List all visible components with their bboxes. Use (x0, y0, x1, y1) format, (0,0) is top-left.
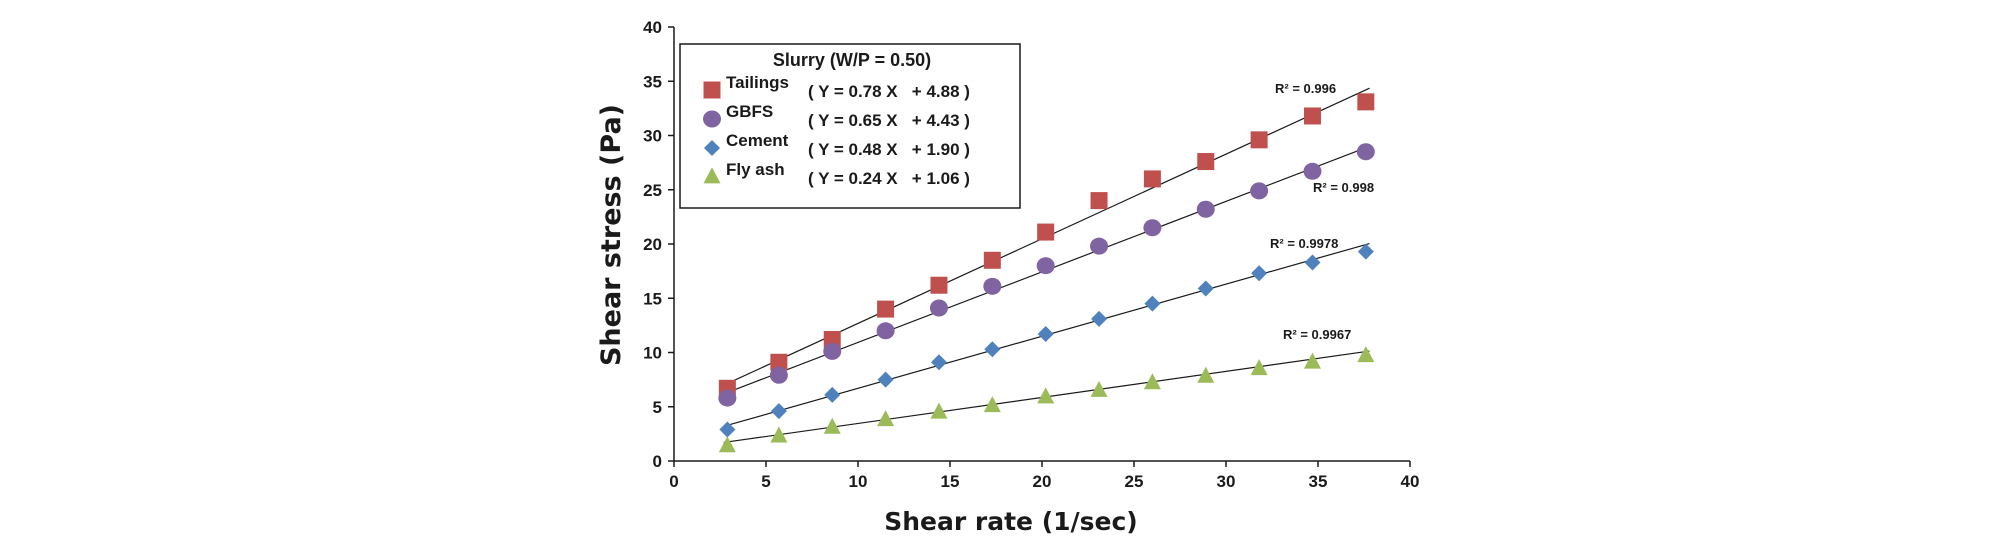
tailings-point (823, 330, 841, 348)
x-tick-label: 5 (761, 472, 770, 491)
cement-r2-label: R² = 0.9978 (1270, 236, 1338, 251)
tailings-point (1357, 93, 1375, 111)
x-axis-title: Shear rate (1/sec) (884, 507, 1138, 536)
axes: 0 5 10 15 20 25 30 35 40 0 5 10 15 20 25 30 35 40 (643, 18, 1419, 491)
tailings-legend-marker (703, 81, 721, 99)
cement-legend-equation: ( Y = 0.48 X + 1.90 ) (808, 140, 970, 159)
tailings-point (930, 276, 948, 294)
gbfs-point (929, 299, 948, 317)
fly-ash-point (930, 402, 948, 419)
fly-ash-point (1250, 359, 1268, 376)
fly-ash-point (718, 436, 736, 453)
tailings-r2-label: R² = 0.996 (1275, 81, 1336, 96)
tailings-point (1090, 192, 1108, 210)
fly-ash-point (1197, 366, 1215, 383)
fly-ash-point (1357, 346, 1375, 363)
tailings-point (770, 353, 788, 371)
legend: Slurry (W/P = 0.50) Tailings ( Y = 0.78 X… (679, 43, 1021, 209)
fly-ash-point (983, 396, 1001, 413)
cement-point (1357, 243, 1374, 260)
x-tick-label: 10 (849, 472, 868, 491)
tailings-point (1250, 131, 1268, 149)
cement-point (1304, 254, 1321, 271)
cement-legend-marker (704, 140, 720, 156)
fly-ash-point (1143, 373, 1161, 390)
gbfs-point (1250, 182, 1269, 200)
gbfs-legend-equation: ( Y = 0.65 X + 4.43 ) (808, 111, 970, 130)
gbfs-point (1036, 257, 1055, 275)
x-tick-label: 0 (669, 472, 678, 491)
y-tick-label: 40 (643, 18, 662, 37)
tailings-legend-equation: ( Y = 0.78 X + 4.88 ) (808, 82, 970, 101)
fly-ash-point (877, 410, 895, 427)
y-tick-label: 0 (653, 452, 662, 471)
y-tick-label: 25 (643, 181, 662, 200)
cement-point (930, 354, 947, 371)
x-tick-label: 40 (1401, 472, 1420, 491)
gbfs-point (823, 342, 842, 360)
gbfs-point (1303, 162, 1322, 180)
cement-point (1037, 326, 1054, 343)
tailings-point (1303, 107, 1321, 125)
gbfs-point (1090, 237, 1109, 255)
cement-point (1144, 295, 1161, 312)
fly-ash-r2-label: R² = 0.9967 (1283, 327, 1351, 342)
legend-title: Slurry (W/P = 0.50) (773, 50, 931, 70)
fly-ash-legend-equation: ( Y = 0.24 X + 1.06 ) (808, 169, 970, 188)
gbfs-r2-label: R² = 0.998 (1313, 180, 1374, 195)
tailings-point (1197, 153, 1215, 171)
x-tick-label: 30 (1217, 472, 1236, 491)
y-tick-label: 20 (643, 235, 662, 254)
y-tick-label: 30 (643, 127, 662, 146)
x-tick-label: 15 (941, 472, 960, 491)
cement-point (984, 341, 1001, 358)
fly-ash-point (823, 417, 841, 434)
gbfs-point (1143, 219, 1162, 237)
cement-point (770, 403, 787, 420)
cement-point (1091, 310, 1108, 327)
gbfs-point (876, 322, 895, 340)
x-tick-label: 20 (1033, 472, 1052, 491)
x-tick-label: 25 (1125, 472, 1144, 491)
fly-ash-point (1090, 380, 1108, 397)
fly-ash-point (1303, 352, 1321, 369)
gbfs-point (769, 366, 788, 384)
cement-point (1197, 280, 1214, 297)
cement-point (719, 421, 736, 438)
fly-ash-legend-label: Fly ash (726, 160, 785, 179)
cement-point (824, 386, 841, 403)
y-tick-label: 35 (643, 72, 662, 91)
x-tick-label: 35 (1309, 472, 1328, 491)
fly-ash-legend-marker (703, 167, 721, 184)
gbfs-legend-label: GBFS (726, 102, 773, 121)
gbfs-point (718, 389, 737, 407)
y-axis-title: Shear stress (Pa) (596, 104, 627, 366)
tailings-point (877, 300, 895, 318)
tailings-legend-label: Tailings (726, 73, 789, 92)
tailings-point (1037, 223, 1055, 241)
gbfs-point (983, 277, 1002, 295)
tailings-point (1143, 170, 1161, 188)
cement-point (877, 371, 894, 388)
gbfs-point (1356, 143, 1375, 161)
fly-ash-point (770, 426, 788, 443)
cement-point (1251, 265, 1268, 282)
gbfs-point (1196, 200, 1215, 218)
cement-legend-label: Cement (726, 131, 789, 150)
data-points (718, 93, 1375, 453)
y-tick-label: 15 (643, 289, 662, 308)
r-squared-labels: R² = 0.996 R² = 0.998 R² = 0.9978 R² = 0.99… (1270, 81, 1374, 342)
tailings-point (983, 251, 1001, 269)
legend-box (679, 43, 1021, 209)
y-tick-label: 10 (643, 344, 662, 363)
y-tick-label: 5 (653, 398, 662, 417)
fly-ash-point (1037, 387, 1055, 404)
gbfs-legend-marker (703, 110, 721, 128)
